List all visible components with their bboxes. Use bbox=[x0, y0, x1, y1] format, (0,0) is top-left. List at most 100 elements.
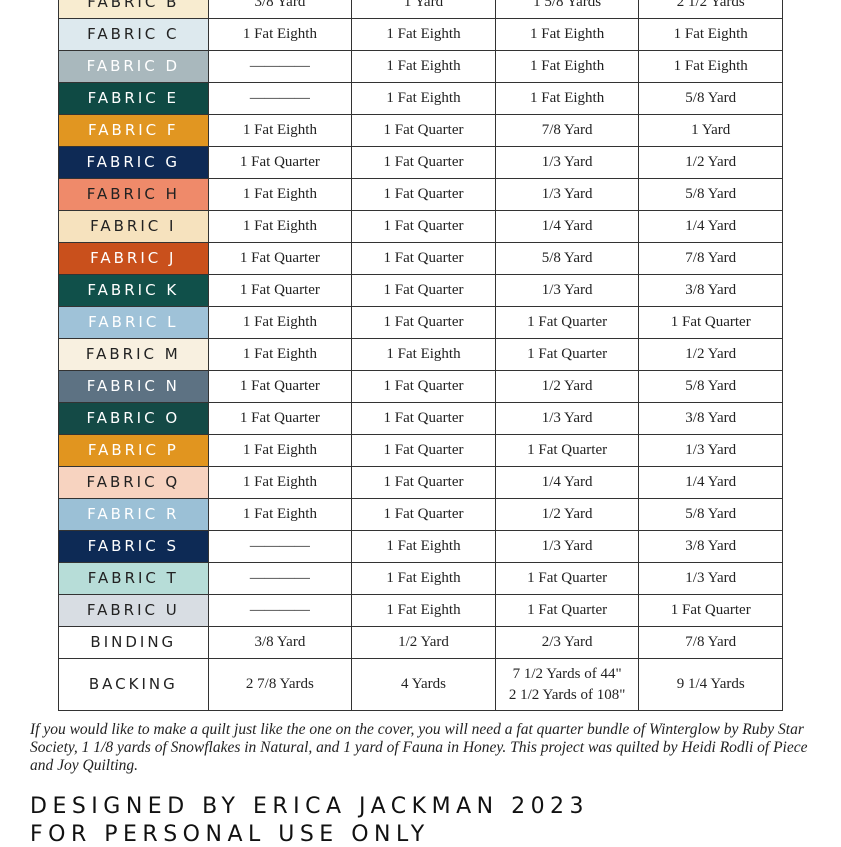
yardage-cell: 1 Fat Quarter bbox=[352, 403, 496, 435]
yardage-cell: 3/8 Yard bbox=[639, 531, 784, 563]
table-row: BACKING 2 7/8 Yards 4 Yards 7 1/2 Yards of … bbox=[58, 659, 784, 711]
yardage-cell: 1 Fat Quarter bbox=[352, 275, 496, 307]
yardage-cell: 4 Yards bbox=[352, 659, 496, 711]
yardage-cell: 1/4 Yard bbox=[495, 211, 640, 243]
yardage-cell: 1 Fat Quarter bbox=[352, 371, 496, 403]
note: If you would like to make a quilt just l… bbox=[30, 721, 808, 774]
yardage-cell: 3/8 Yard bbox=[208, 627, 353, 659]
yardage-cell: 1 Yard bbox=[639, 115, 784, 147]
fabric-label: FABRIC E bbox=[58, 83, 209, 115]
yardage-cell: 1 Fat Eighth bbox=[352, 563, 496, 595]
fabric-label: FABRIC I bbox=[58, 211, 209, 243]
yardage-cell: 1/3 Yard bbox=[495, 147, 640, 179]
yardage-cell: 1 Fat Quarter bbox=[639, 595, 784, 627]
yardage-cell: 5/8 Yard bbox=[639, 83, 784, 115]
yardage-cell: 1/3 Yard bbox=[495, 531, 640, 563]
yardage-cell: 1/2 Yard bbox=[495, 499, 640, 531]
fabric-label: BINDING bbox=[58, 627, 209, 659]
table-row: FABRIC T ———— 1 Fat Eighth 1 Fat Quarter 1/3… bbox=[58, 563, 784, 595]
designer: DESIGNED BY ERICA JACKMAN 2023 bbox=[30, 794, 590, 819]
yardage-cell: 1 Fat Eighth bbox=[208, 467, 353, 499]
yardage-cell: 1/2 Yard bbox=[639, 147, 784, 179]
yardage-cell: 1 Fat Eighth bbox=[208, 179, 353, 211]
yardage-cell: 1 Fat Quarter bbox=[495, 307, 640, 339]
yardage-cell: 7/8 Yard bbox=[639, 243, 784, 275]
fabric-label: FABRIC R bbox=[58, 499, 209, 531]
yardage-cell: ———— bbox=[208, 531, 353, 563]
yardage-cell: 1 Fat Quarter bbox=[208, 403, 353, 435]
yardage-cell: 1 Fat Quarter bbox=[208, 147, 353, 179]
yardage-cell: ———— bbox=[208, 595, 353, 627]
yardage-cell: 3/8 Yard bbox=[639, 403, 784, 435]
yardage-cell: 1 Fat Eighth bbox=[639, 19, 784, 51]
fabric-label: FABRIC Q bbox=[58, 467, 209, 499]
yardage-cell: 1 Fat Eighth bbox=[495, 83, 640, 115]
yardage-cell: 1 Fat Quarter bbox=[352, 435, 496, 467]
fabric-label: FABRIC J bbox=[58, 243, 209, 275]
license: FOR PERSONAL USE ONLY bbox=[30, 822, 430, 847]
yardage-cell: 1 Fat Eighth bbox=[208, 115, 353, 147]
yardage-cell: 1/3 Yard bbox=[495, 403, 640, 435]
yardage-cell: 1 Fat Quarter bbox=[208, 275, 353, 307]
yardage-cell: 7 1/2 Yards of 44" 2 1/2 Yards of 108" bbox=[495, 659, 640, 711]
yardage-cell: 9 1/4 Yards bbox=[639, 659, 784, 711]
yardage-cell: 1 Yard bbox=[352, 0, 496, 19]
yardage-cell: 1/2 Yard bbox=[352, 627, 496, 659]
yardage-cell: 1 Fat Quarter bbox=[352, 467, 496, 499]
yardage-cell: 1/3 Yard bbox=[639, 435, 784, 467]
yardage-cell: 1 Fat Quarter bbox=[352, 147, 496, 179]
yardage-cell: 1 Fat Quarter bbox=[352, 211, 496, 243]
yardage-cell: 1 Fat Quarter bbox=[352, 115, 496, 147]
yardage-cell: 1 Fat Eighth bbox=[208, 435, 353, 467]
yardage-cell: 1 Fat Eighth bbox=[352, 531, 496, 563]
yardage-cell: 1/4 Yard bbox=[639, 467, 784, 499]
yardage-cell: 1/2 Yard bbox=[495, 371, 640, 403]
yardage-cell: 5/8 Yard bbox=[495, 243, 640, 275]
fabric-label: FABRIC M bbox=[58, 339, 209, 371]
yardage-cell: 1/2 Yard bbox=[639, 339, 784, 371]
yardage-cell: 1 Fat Eighth bbox=[352, 83, 496, 115]
yardage-cell: 1 Fat Eighth bbox=[208, 339, 353, 371]
fabric-label: FABRIC P bbox=[58, 435, 209, 467]
yardage-cell: 1/3 Yard bbox=[495, 179, 640, 211]
fabric-label: FABRIC G bbox=[58, 147, 209, 179]
fabric-label: FABRIC D bbox=[58, 51, 209, 83]
table-row: FABRIC B 3/8 Yard 1 Yard 1 5/8 Yards 2 1/2 Y… bbox=[58, 0, 784, 19]
fabric-label: FABRIC H bbox=[58, 179, 209, 211]
yardage-cell: 7/8 Yard bbox=[639, 627, 784, 659]
yardage-cell: 1 Fat Eighth bbox=[352, 19, 496, 51]
yardage-cell: 1 Fat Quarter bbox=[639, 307, 784, 339]
fabric-label: FABRIC O bbox=[58, 403, 209, 435]
yardage-cell: 5/8 Yard bbox=[639, 499, 784, 531]
fabric-label: FABRIC L bbox=[58, 307, 209, 339]
yardage-cell: 1 Fat Quarter bbox=[208, 371, 353, 403]
yardage-cell: ———— bbox=[208, 83, 353, 115]
table-row: FABRIC E ———— 1 Fat Eighth 1 Fat Eighth 5/8 … bbox=[58, 83, 784, 115]
fabric-label: FABRIC N bbox=[58, 371, 209, 403]
yardage-cell: 2 1/2 Yards bbox=[639, 0, 784, 19]
yardage-cell: 1 Fat Quarter bbox=[352, 307, 496, 339]
yardage-cell: ———— bbox=[208, 563, 353, 595]
yardage-cell: 1 Fat Eighth bbox=[352, 595, 496, 627]
table-row: BINDING 3/8 Yard 1/2 Yard 2/3 Yard 7/8 Yard bbox=[58, 627, 784, 659]
yardage-cell: 1 Fat Quarter bbox=[495, 339, 640, 371]
fabric-label: FABRIC C bbox=[58, 19, 209, 51]
yardage-cell: 1 Fat Eighth bbox=[639, 51, 784, 83]
yardage-cell: 5/8 Yard bbox=[639, 179, 784, 211]
fabric-label: FABRIC K bbox=[58, 275, 209, 307]
yardage-cell: 1 Fat Eighth bbox=[208, 307, 353, 339]
yardage-cell: 2/3 Yard bbox=[495, 627, 640, 659]
yardage-cell: 1/3 Yard bbox=[639, 563, 784, 595]
